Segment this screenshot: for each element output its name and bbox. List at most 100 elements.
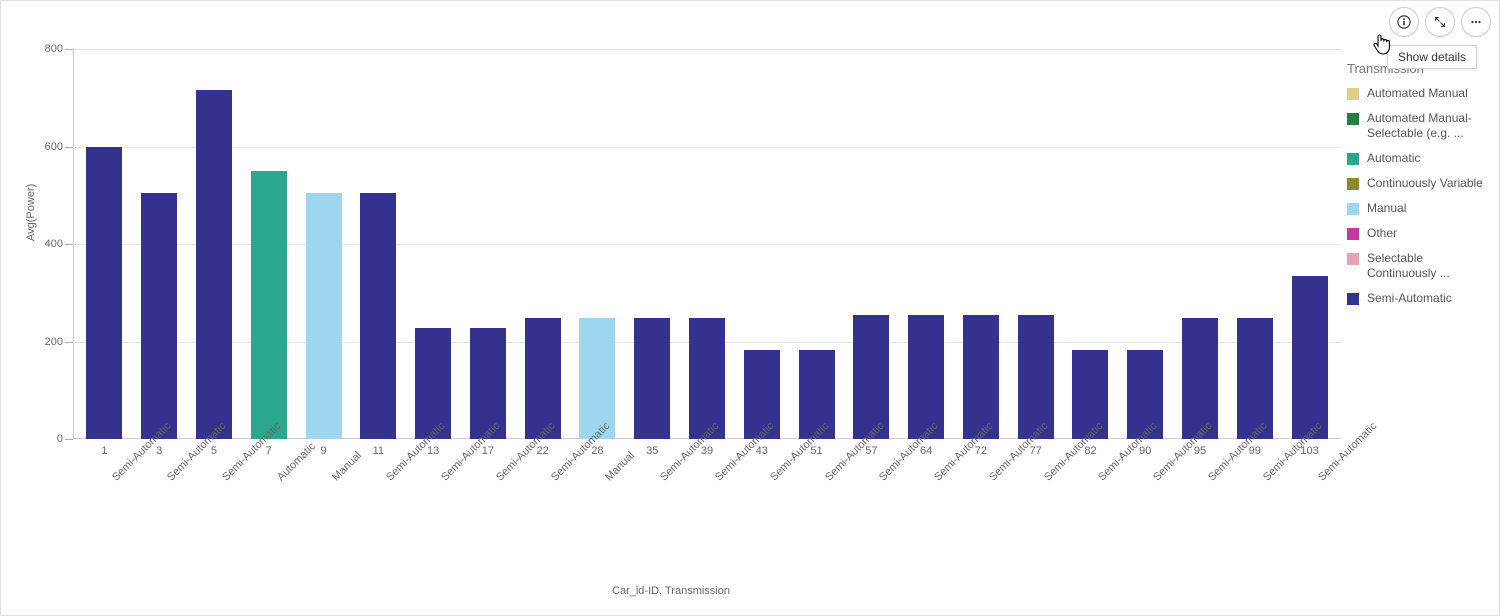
y-tick [65, 147, 73, 148]
x-label: 11Semi-Automatic [360, 445, 396, 469]
x-label-category: Semi-Automatic [165, 475, 173, 483]
x-label-category: Semi-Automatic [1316, 475, 1324, 483]
chart-container: Show details Avg(Power) 0200400600800 1S… [0, 0, 1500, 616]
legend-swatch [1347, 178, 1359, 190]
x-label-id: 7 [266, 445, 272, 457]
x-label-id: 11 [373, 445, 384, 457]
x-label-category: Semi-Automatic [713, 475, 721, 483]
x-label-category: Semi-Automatic [658, 475, 666, 483]
bar[interactable] [525, 318, 561, 439]
x-label-category: Semi-Automatic [110, 475, 118, 483]
plot-area: 0200400600800 [73, 49, 1341, 439]
legend-item[interactable]: Automated Manual [1347, 86, 1487, 101]
legend-swatch [1347, 203, 1359, 215]
legend-label: Continuously Variable [1367, 176, 1483, 191]
expand-button[interactable] [1425, 7, 1455, 37]
legend-swatch [1347, 228, 1359, 240]
x-label-category: Semi-Automatic [1096, 475, 1104, 483]
info-tooltip: Show details [1387, 45, 1477, 69]
x-label-id: 1 [101, 445, 107, 457]
x-label-category: Semi-Automatic [823, 475, 831, 483]
y-tick-label: 800 [45, 43, 63, 55]
bar[interactable] [470, 328, 506, 439]
legend-label: Manual [1367, 201, 1406, 216]
y-tick-label: 600 [45, 141, 63, 153]
x-label-id: 3 [156, 445, 162, 457]
x-label-category: Manual [603, 475, 611, 483]
legend-label: Automatic [1367, 151, 1420, 166]
y-tick [65, 244, 73, 245]
bar[interactable] [963, 315, 999, 439]
bar[interactable] [1237, 318, 1273, 439]
legend-item[interactable]: Continuously Variable [1347, 176, 1487, 191]
expand-icon [1433, 15, 1447, 29]
legend-item[interactable]: Manual [1347, 201, 1487, 216]
bar[interactable] [196, 90, 232, 439]
legend-swatch [1347, 293, 1359, 305]
x-labels-group: 1Semi-Automatic3Semi-Automatic5Semi-Auto… [73, 445, 1341, 469]
x-label-id: 9 [320, 445, 326, 457]
legend-label: Automated Manual [1367, 86, 1468, 101]
bar[interactable] [1182, 318, 1218, 439]
legend-swatch [1347, 113, 1359, 125]
bar[interactable] [634, 318, 670, 439]
y-axis-title: Avg(Power) [25, 184, 37, 241]
legend-item[interactable]: Automated Manual-Selectable (e.g. ... [1347, 111, 1487, 141]
x-label-category: Semi-Automatic [384, 475, 392, 483]
x-label-category: Semi-Automatic [932, 475, 940, 483]
x-label-id: 5 [211, 445, 217, 457]
y-tick-label: 0 [57, 433, 63, 445]
legend-item[interactable]: Selectable Continuously ... [1347, 251, 1487, 281]
x-label: 1Semi-Automatic [86, 445, 122, 469]
x-label-category: Semi-Automatic [1042, 475, 1050, 483]
legend-label: Semi-Automatic [1367, 291, 1452, 306]
bars-group [73, 49, 1341, 439]
legend-item[interactable]: Semi-Automatic [1347, 291, 1487, 306]
legend-swatch [1347, 153, 1359, 165]
x-label-category: Semi-Automatic [987, 475, 995, 483]
legend-label: Selectable Continuously ... [1367, 251, 1487, 281]
bar[interactable] [306, 193, 342, 439]
legend-swatch [1347, 88, 1359, 100]
x-label-category: Semi-Automatic [1206, 475, 1214, 483]
legend-item[interactable]: Automatic [1347, 151, 1487, 166]
more-button[interactable] [1461, 7, 1491, 37]
x-label-category: Semi-Automatic [494, 475, 502, 483]
more-icon [1469, 15, 1483, 29]
legend: Transmission Automated ManualAutomated M… [1347, 61, 1487, 316]
bar[interactable] [908, 315, 944, 439]
bar[interactable] [853, 315, 889, 439]
x-label-category: Semi-Automatic [220, 475, 228, 483]
legend-swatch [1347, 253, 1359, 265]
x-label-category: Semi-Automatic [549, 475, 557, 483]
legend-item[interactable]: Other [1347, 226, 1487, 241]
x-label-category: Semi-Automatic [768, 475, 776, 483]
y-tick-label: 400 [45, 238, 63, 250]
y-tick [65, 439, 73, 440]
bar[interactable] [86, 147, 122, 440]
y-tick [65, 342, 73, 343]
bar[interactable] [141, 193, 177, 439]
x-label-category: Semi-Automatic [877, 475, 885, 483]
x-label-category: Semi-Automatic [1151, 475, 1159, 483]
bar[interactable] [689, 318, 725, 439]
x-label-id: 35 [646, 445, 658, 457]
bar[interactable] [415, 328, 451, 439]
y-tick-label: 200 [45, 336, 63, 348]
x-axis-title: Car_id-ID, Transmission [1, 585, 1341, 597]
bar[interactable] [1292, 276, 1328, 439]
bar[interactable] [1018, 315, 1054, 439]
x-label-category: Semi-Automatic [1261, 475, 1269, 483]
x-label-category: Semi-Automatic [439, 475, 447, 483]
chart-toolbar [1389, 7, 1491, 37]
bar[interactable] [360, 193, 396, 439]
legend-label: Automated Manual-Selectable (e.g. ... [1367, 111, 1487, 141]
x-label: 35Semi-Automatic [634, 445, 670, 469]
bar[interactable] [579, 318, 615, 439]
x-label-category: Manual [330, 475, 338, 483]
info-icon [1397, 15, 1411, 29]
bar[interactable] [251, 171, 287, 439]
info-button[interactable] [1389, 7, 1419, 37]
y-tick [65, 49, 73, 50]
legend-label: Other [1367, 226, 1397, 241]
